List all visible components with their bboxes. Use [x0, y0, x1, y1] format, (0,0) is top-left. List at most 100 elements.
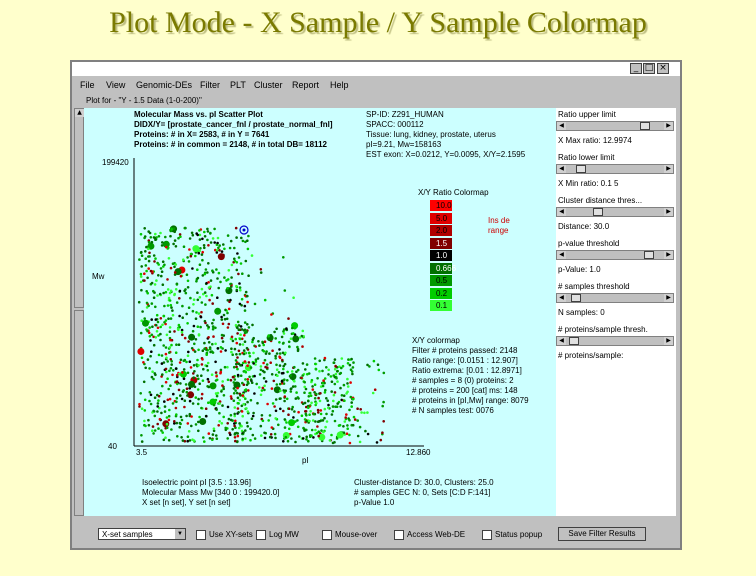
- access-web-checkbox[interactable]: Access Web-DE: [394, 530, 465, 540]
- selected-point-icon[interactable]: [239, 225, 249, 235]
- scatter-point: [229, 418, 233, 422]
- scatter-point: [324, 425, 327, 429]
- menu-report[interactable]: Report: [292, 80, 320, 90]
- arrow-left-icon[interactable]: ◀: [557, 122, 566, 130]
- menu-view[interactable]: View: [106, 80, 126, 90]
- checkbox-icon[interactable]: [482, 530, 492, 540]
- scatter-point: [187, 306, 191, 309]
- scatter-point: [160, 429, 163, 432]
- scatter-point: [140, 254, 144, 257]
- scatter-point: [164, 352, 168, 356]
- scatter-point: [270, 387, 274, 390]
- scatter-point: [148, 399, 151, 403]
- status-popup-checkbox[interactable]: Status popup: [482, 530, 542, 540]
- scroll-up-icon[interactable]: ▲: [75, 109, 84, 117]
- menu-filter[interactable]: Filter: [200, 80, 220, 90]
- use-xy-sets-checkbox[interactable]: Use XY-sets: [196, 530, 253, 540]
- minimize-icon[interactable]: _: [630, 63, 642, 74]
- scatter-point: [243, 360, 247, 363]
- save-filter-results-button[interactable]: Save Filter Results: [558, 527, 646, 541]
- slider-thumb[interactable]: [575, 165, 586, 173]
- scatter-point: [173, 273, 177, 276]
- scatter-svg[interactable]: [84, 108, 556, 516]
- scatter-point: [220, 250, 224, 253]
- scatter-point: [273, 405, 276, 408]
- scatter-point: [244, 240, 247, 244]
- scatter-point: [229, 239, 233, 243]
- arrow-right-icon[interactable]: ▶: [664, 337, 673, 345]
- checkbox-icon[interactable]: [394, 530, 404, 540]
- arrow-right-icon[interactable]: ▶: [664, 251, 673, 259]
- scatter-point: [232, 387, 236, 390]
- slider-thumb[interactable]: [644, 251, 655, 259]
- scatter-point: [245, 329, 248, 333]
- checkbox-icon[interactable]: [256, 530, 266, 540]
- arrow-left-icon[interactable]: ◀: [557, 165, 566, 173]
- side-slider-10[interactable]: ◀ ▶: [556, 336, 674, 346]
- slider-thumb[interactable]: [592, 208, 603, 216]
- arrow-right-icon[interactable]: ▶: [664, 165, 673, 173]
- scatter-point: [238, 343, 242, 346]
- scatter-point: [226, 234, 230, 237]
- scatter-point: [336, 431, 344, 439]
- scatter-point: [222, 394, 226, 397]
- scatter-point: [325, 420, 329, 423]
- scatter-point: [187, 260, 191, 263]
- scatter-point: [339, 386, 342, 390]
- scatter-point: [233, 412, 236, 416]
- scatter-point: [296, 345, 299, 349]
- scatter-point: [168, 397, 172, 401]
- checkbox-icon[interactable]: [196, 530, 206, 540]
- checkbox-icon[interactable]: [322, 530, 332, 540]
- menu-file[interactable]: File: [80, 80, 95, 90]
- close-icon[interactable]: ×: [657, 63, 669, 74]
- scatter-point: [173, 265, 176, 269]
- arrow-right-icon[interactable]: ▶: [664, 122, 673, 130]
- arrow-right-icon[interactable]: ▶: [664, 294, 673, 302]
- menu-help[interactable]: Help: [330, 80, 349, 90]
- left-scrollbar-bottom[interactable]: [74, 310, 84, 516]
- scatter-point: [212, 318, 215, 322]
- scatter-point: [328, 439, 332, 442]
- mouse-over-checkbox[interactable]: Mouse-over: [322, 530, 377, 540]
- scatter-point: [175, 421, 179, 425]
- side-slider-0[interactable]: ◀ ▶: [556, 121, 674, 131]
- log-mw-checkbox[interactable]: Log MW: [256, 530, 299, 540]
- scatter-point: [164, 319, 168, 322]
- scatter-point: [196, 402, 200, 406]
- side-slider-4[interactable]: ◀ ▶: [556, 207, 674, 217]
- scatter-point: [315, 401, 318, 405]
- scatter-plot-panel[interactable]: Molecular Mass vs. pI Scatter Plot DIDX/…: [84, 108, 556, 516]
- scatter-point: [175, 373, 179, 377]
- scatter-point: [188, 399, 192, 403]
- scatter-point: [259, 365, 263, 368]
- slider-thumb[interactable]: [568, 337, 579, 345]
- arrow-left-icon[interactable]: ◀: [557, 294, 566, 302]
- arrow-left-icon[interactable]: ◀: [557, 208, 566, 216]
- scatter-point: [149, 236, 153, 239]
- slider-thumb[interactable]: [571, 294, 582, 302]
- left-scrollbar-top[interactable]: ▲: [74, 108, 84, 308]
- scatter-point: [188, 380, 195, 388]
- sample-select[interactable]: X-set samples ▼: [98, 528, 186, 540]
- arrow-left-icon[interactable]: ◀: [557, 337, 566, 345]
- side-slider-6[interactable]: ◀ ▶: [556, 250, 674, 260]
- slider-thumb[interactable]: [640, 122, 651, 130]
- menu-plt[interactable]: PLT: [230, 80, 246, 90]
- arrow-right-icon[interactable]: ▶: [664, 208, 673, 216]
- scatter-point: [212, 335, 215, 338]
- menu-cluster[interactable]: Cluster: [254, 80, 283, 90]
- scatter-point: [196, 358, 199, 362]
- scatter-point: [327, 406, 330, 410]
- side-slider-2[interactable]: ◀ ▶: [556, 164, 674, 174]
- scatter-point: [164, 380, 168, 384]
- arrow-left-icon[interactable]: ◀: [557, 251, 566, 259]
- scatter-point: [204, 268, 208, 271]
- side-slider-8[interactable]: ◀ ▶: [556, 293, 674, 303]
- menu-genomic-des[interactable]: Genomic-DEs: [136, 80, 193, 90]
- chevron-down-icon[interactable]: ▼: [175, 529, 185, 539]
- maximize-icon[interactable]: □: [643, 63, 655, 74]
- scatter-point: [197, 251, 201, 255]
- side-label-0: Ratio upper limit: [558, 110, 616, 119]
- scatter-point: [204, 321, 207, 325]
